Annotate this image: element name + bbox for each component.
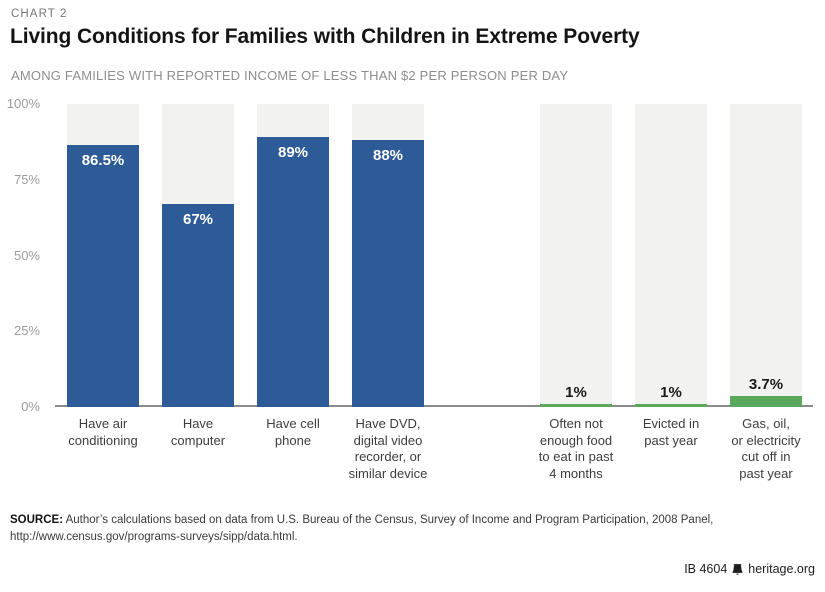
bar-category-label: Evicted in past year xyxy=(642,416,700,448)
bar-column: 1% Evicted in past year xyxy=(635,104,707,449)
y-axis-tick-label: 75% xyxy=(13,171,40,187)
y-axis-tick-label: 0% xyxy=(21,399,40,414)
bar-column: 3.7% Gas, oil, or electricity cut off in pas… xyxy=(730,104,802,483)
bar-value-label: 3.7% xyxy=(748,376,784,393)
source-label: SOURCE: xyxy=(10,514,64,526)
bar-chart: 0% 25% 50% 75% 100% 86.5% Have air conditionin… xyxy=(0,96,825,484)
bar-track: 89% xyxy=(257,104,329,407)
bar-category-label: Often not enough food to eat in past 4 mont… xyxy=(538,416,614,481)
bar-category-label: Have cell phone xyxy=(266,416,320,448)
bar: 86.5% xyxy=(67,145,139,407)
source-text: Author’s calculations based on data from… xyxy=(10,514,714,544)
bar-value-label: 67% xyxy=(182,211,214,228)
y-axis: 0% 25% 50% 75% 100% xyxy=(0,96,40,414)
bar-column: 67% Have computer xyxy=(162,104,234,449)
bar: 1% xyxy=(540,384,612,407)
y-axis-tick-label: 50% xyxy=(13,247,40,263)
bar-track: 86.5% xyxy=(67,104,139,407)
bar-track: 88% xyxy=(352,104,424,407)
footer-branding: IB 4604 heritage.org xyxy=(684,562,815,576)
chart-kicker: CHART 2 xyxy=(11,8,68,20)
chart-title: Living Conditions for Families with Chil… xyxy=(10,25,640,48)
report-id: IB 4604 xyxy=(684,562,728,576)
bar-column: 86.5% Have air conditioning xyxy=(67,104,139,449)
x-axis-line xyxy=(55,405,813,407)
heritage-bell-icon xyxy=(732,563,743,575)
bar-category-label: Have computer xyxy=(170,416,226,448)
bar: 67% xyxy=(162,204,234,407)
bar-category-label: Have DVD, digital video recorder, or simila… xyxy=(348,416,428,481)
y-axis-tick-label: 25% xyxy=(13,323,40,339)
bar: 3.7% xyxy=(730,376,802,407)
chart-subtitle: AMONG FAMILIES WITH REPORTED INCOME OF L… xyxy=(11,68,569,83)
bar-track: 1% xyxy=(635,104,707,407)
bar: 88% xyxy=(352,140,424,407)
plot-area: 86.5% Have air conditioning 67% Have computer… xyxy=(67,104,802,483)
site-label: heritage.org xyxy=(748,562,815,576)
bar-category-label: Gas, oil, or electricity cut off in past ye… xyxy=(731,416,801,481)
bar-category-label: Have air conditioning xyxy=(68,416,138,448)
bar: 1% xyxy=(635,384,707,407)
bar-value-label: 89% xyxy=(277,144,309,161)
source-note: SOURCE: Author’s calculations based on d… xyxy=(10,512,782,547)
bar-column: 88% Have DVD, digital video recorder, or sim… xyxy=(349,104,427,483)
bar: 89% xyxy=(257,137,329,407)
bar-value-label: 1% xyxy=(660,384,682,401)
group-spacer xyxy=(447,104,517,105)
bar-value-label: 1% xyxy=(565,384,587,401)
y-axis-tick-label: 100% xyxy=(6,96,40,111)
bar-column: 89% Have cell phone xyxy=(257,104,329,449)
bar-column: 1% Often not enough food to eat in past 4 mo… xyxy=(538,104,614,483)
bar-value-label: 88% xyxy=(372,147,404,164)
bar-track: 3.7% xyxy=(730,104,802,407)
bar-track: 67% xyxy=(162,104,234,407)
bar-track: 1% xyxy=(540,104,612,407)
bar-value-label: 86.5% xyxy=(81,152,125,169)
